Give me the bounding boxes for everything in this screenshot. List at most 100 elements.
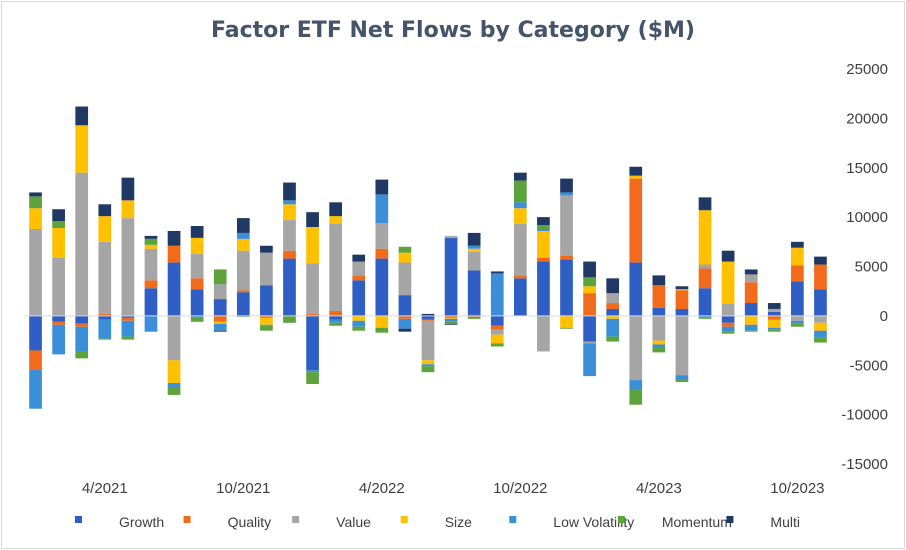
bar-segment-growth [744,303,758,316]
legend-label-momentum: Momentum [662,514,732,530]
bar-segment-value [352,261,366,276]
bar-segment-multi [144,235,158,239]
bar-segment-value [560,195,573,256]
bar-segment-quality [767,315,781,320]
y-tick-label: 5000 [855,259,888,276]
bar-segment-momentum [721,331,735,334]
bar-segment-low-volatility [213,323,227,331]
bar-segment-size [675,289,689,291]
bar-segment-size [213,321,227,324]
bar-segment-momentum [144,238,158,245]
bar-segment-multi [583,261,596,278]
bar-segment-low-volatility [375,194,389,224]
bar-segment-momentum [121,336,135,340]
y-tick-label: 25000 [846,61,888,78]
bar-segment-momentum [444,321,458,324]
bar-segment-value [698,264,712,269]
y-tick-label: 10000 [846,209,888,226]
bar-segment-quality [190,278,204,290]
bar-segment-growth [652,307,666,316]
bar-segment-quality [75,323,89,327]
bar-segment-value [652,315,666,341]
bar-segment-growth [260,285,273,316]
bar-segment-low-volatility [560,192,573,196]
bar-segment-multi [352,254,366,262]
bar-segment-quality [721,322,735,327]
bar-segment-growth [306,315,319,371]
y-tick-label: -5000 [850,357,888,374]
bar-segment-growth [329,315,343,320]
bar-segment-quality [421,319,435,321]
bar-segment-quality [329,310,343,316]
legend-swatch-momentum [617,516,625,523]
bar-segment-quality [537,257,550,262]
x-tick-label: 10/2022 [493,480,547,497]
bar-segment-growth [583,315,596,342]
bar-segment-value [721,304,735,316]
bar-segment-multi [29,192,42,197]
bar-segment-quality [652,285,666,308]
bar-segment-quality [213,315,227,322]
bar-segment-growth [629,262,643,316]
bar-segment-quality [698,268,712,289]
bar-segment-low-volatility [513,202,527,209]
bar-segment-value [767,308,781,312]
bar-segment-size [375,315,389,328]
bar-segment-low-volatility [444,318,458,322]
bar-segment-low-volatility [52,324,65,355]
legend-swatch-size [400,516,408,523]
bar-segment-growth [352,280,366,316]
bar-segment-momentum [791,323,804,327]
bar-segment-multi [791,241,804,248]
x-tick-label: 10/2021 [216,480,270,497]
bar-segment-size [444,317,458,319]
bar-segment-growth [144,288,158,316]
bar-segment-value [490,329,504,335]
bar-segment-multi [513,172,527,181]
bar-segment-momentum [29,196,42,209]
bar-segment-multi [698,197,712,211]
bar-segment-low-volatility [352,320,366,327]
bar-segment-multi [606,278,620,294]
bar-segment-quality [306,313,319,316]
bar-segment-momentum [467,316,481,319]
bar-segment-value [52,257,65,316]
bar-segment-size [767,319,781,328]
bar-segment-low-volatility [29,369,42,409]
bar-segment-value [98,241,112,314]
bar-segment-momentum [283,315,296,323]
bar-segment-growth [721,315,735,323]
bar-segment-momentum [190,317,204,322]
legend-label-quality: Quality [228,514,272,530]
bar-segment-low-volatility [629,380,643,390]
bar-segment-momentum [629,389,643,405]
bar-segment-multi [444,323,458,325]
bar-segment-momentum [352,326,366,331]
bar-segment-size [467,248,481,252]
bar-segment-size [190,237,204,254]
bar-segment-value [398,262,412,296]
bar-segment-multi [213,330,227,332]
bar-segment-momentum [767,329,781,332]
bar-segment-momentum [560,327,573,329]
bar-segment-multi [744,269,758,275]
bar-segment-multi [675,286,689,290]
bar-segment-momentum [698,317,712,319]
bar-segment-size [490,334,504,344]
bar-segment-value [444,235,458,238]
bar-segment-low-volatility [260,324,273,326]
bar-segment-growth [421,315,435,320]
bar-segment-growth [537,261,550,316]
bar-segment-value [583,341,596,344]
bar-segment-size [29,208,42,229]
bar-segment-multi [306,212,319,227]
bar-segment-multi [398,328,412,332]
x-tick-label: 10/2023 [770,480,824,497]
bar-segment-momentum [398,246,412,253]
bar-segment-low-volatility [583,343,596,377]
bar-segment-size [583,286,596,294]
bar-segment-momentum [75,351,89,359]
bar-segment-size [283,204,296,221]
bar-segment-low-volatility [721,326,735,332]
bar-segment-growth [98,315,112,320]
